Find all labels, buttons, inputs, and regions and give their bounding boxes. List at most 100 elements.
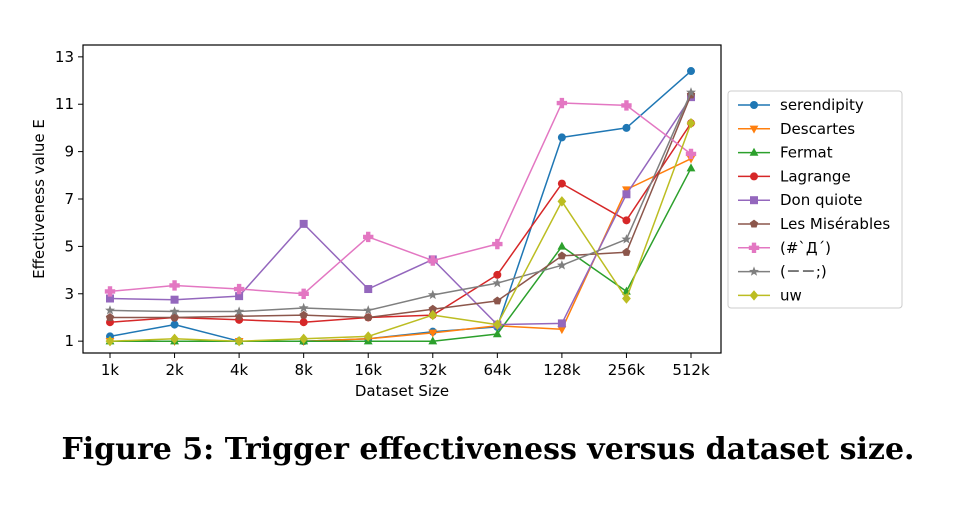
legend-marker: [749, 266, 759, 276]
x-axis: 1k 2k 4k 8k 16k 32k 64k 128k 256k 512k: [101, 353, 710, 379]
legend-box: [727, 90, 903, 309]
data-point: [170, 313, 179, 322]
x-tick-label: 16k: [354, 361, 382, 379]
data-point: [363, 231, 374, 243]
legend-label: Fermat: [780, 144, 833, 162]
data-point: [556, 260, 567, 270]
data-point: [170, 295, 179, 304]
legend-marker: [750, 172, 758, 181]
x-tick-label: 8k: [295, 361, 314, 379]
series-line: [110, 94, 692, 319]
y-tick-label: 9: [64, 143, 74, 161]
data-point: [170, 320, 179, 329]
data-point: [622, 190, 631, 199]
legend-item: (#`Д´): [738, 239, 831, 257]
data-point: [622, 216, 631, 225]
legend-marker: [748, 242, 760, 253]
legend-item: (－－;): [738, 263, 827, 281]
data-point: [493, 270, 502, 279]
series-7: [105, 87, 696, 316]
data-point: [557, 241, 567, 250]
legend-marker: [750, 101, 758, 109]
data-point: [622, 123, 631, 132]
data-point: [235, 292, 244, 301]
data-point: [686, 163, 696, 172]
legend-marker: [749, 125, 759, 134]
data-point: [687, 67, 695, 76]
data-point: [428, 309, 438, 321]
data-point: [427, 255, 438, 266]
plot-area: [82, 44, 722, 354]
data-point: [233, 283, 245, 295]
y-tick-label: 13: [55, 48, 74, 66]
figure-caption: Figure 5: Trigger effectiveness versus d…: [61, 432, 915, 467]
data-point: [299, 333, 309, 344]
legend-label: Descartes: [780, 120, 855, 138]
data-point: [685, 148, 697, 160]
data-point: [428, 336, 438, 345]
data-point: [299, 219, 308, 228]
data-point: [428, 329, 438, 338]
data-point: [557, 319, 566, 328]
legend-label: serendipity: [780, 96, 864, 114]
series-line: [109, 92, 692, 313]
data-point: [169, 306, 180, 316]
data-point: [363, 305, 374, 315]
data-point: [686, 87, 696, 97]
series-3: [106, 119, 695, 327]
data-point: [364, 313, 373, 322]
data-point: [621, 100, 632, 111]
data-point: [492, 277, 503, 288]
data-point: [105, 305, 115, 315]
data-point: [363, 331, 373, 342]
series-line: [109, 122, 692, 342]
legend-marker: [749, 290, 759, 301]
data-point: [299, 310, 308, 319]
series-4: [106, 93, 695, 329]
legend-item: uw: [738, 286, 802, 304]
x-axis-label: Dataset Size: [355, 382, 449, 400]
data-point: [621, 234, 632, 244]
legend-item: Descartes: [738, 120, 855, 138]
series-line: [109, 102, 692, 295]
data-point: [364, 285, 373, 294]
series-line: [109, 96, 692, 326]
data-point: [686, 117, 696, 129]
data-point: [556, 97, 568, 109]
legend-item: Fermat: [738, 144, 833, 162]
series-6: [104, 97, 697, 299]
legend-item: serendipity: [738, 96, 864, 114]
data-point: [492, 238, 503, 250]
series-8: [105, 117, 696, 347]
x-tick-label: 32k: [419, 361, 447, 379]
x-tick-label: 1k: [101, 361, 120, 379]
data-point: [106, 294, 114, 303]
x-tick-label: 64k: [483, 361, 511, 379]
data-point: [169, 280, 180, 291]
data-point: [622, 247, 631, 256]
x-tick-label: 128k: [543, 361, 581, 379]
data-point: [428, 304, 437, 313]
legend-label: Lagrange: [780, 167, 851, 185]
data-point: [104, 286, 116, 297]
data-point: [557, 326, 567, 335]
x-tick-label: 2k: [165, 361, 184, 379]
y-tick-label: 1: [64, 332, 74, 350]
x-tick-label: 4k: [230, 361, 249, 379]
legend: serendipity Descartes Fermat Lagrange Don qu…: [727, 90, 903, 309]
legend-label: Les Misérables: [780, 215, 890, 233]
data-point: [493, 296, 502, 305]
data-point: [234, 335, 244, 347]
series-layer: [104, 67, 697, 347]
legend-marker: [749, 219, 759, 228]
data-point: [557, 133, 566, 142]
series-line: [109, 122, 692, 323]
series-line: [110, 167, 692, 342]
data-point: [492, 319, 502, 330]
y-tick-label: 7: [64, 190, 74, 208]
legend-label: (－－;): [780, 263, 827, 281]
data-point: [170, 333, 179, 344]
data-point: [557, 196, 567, 207]
data-point: [298, 302, 309, 313]
